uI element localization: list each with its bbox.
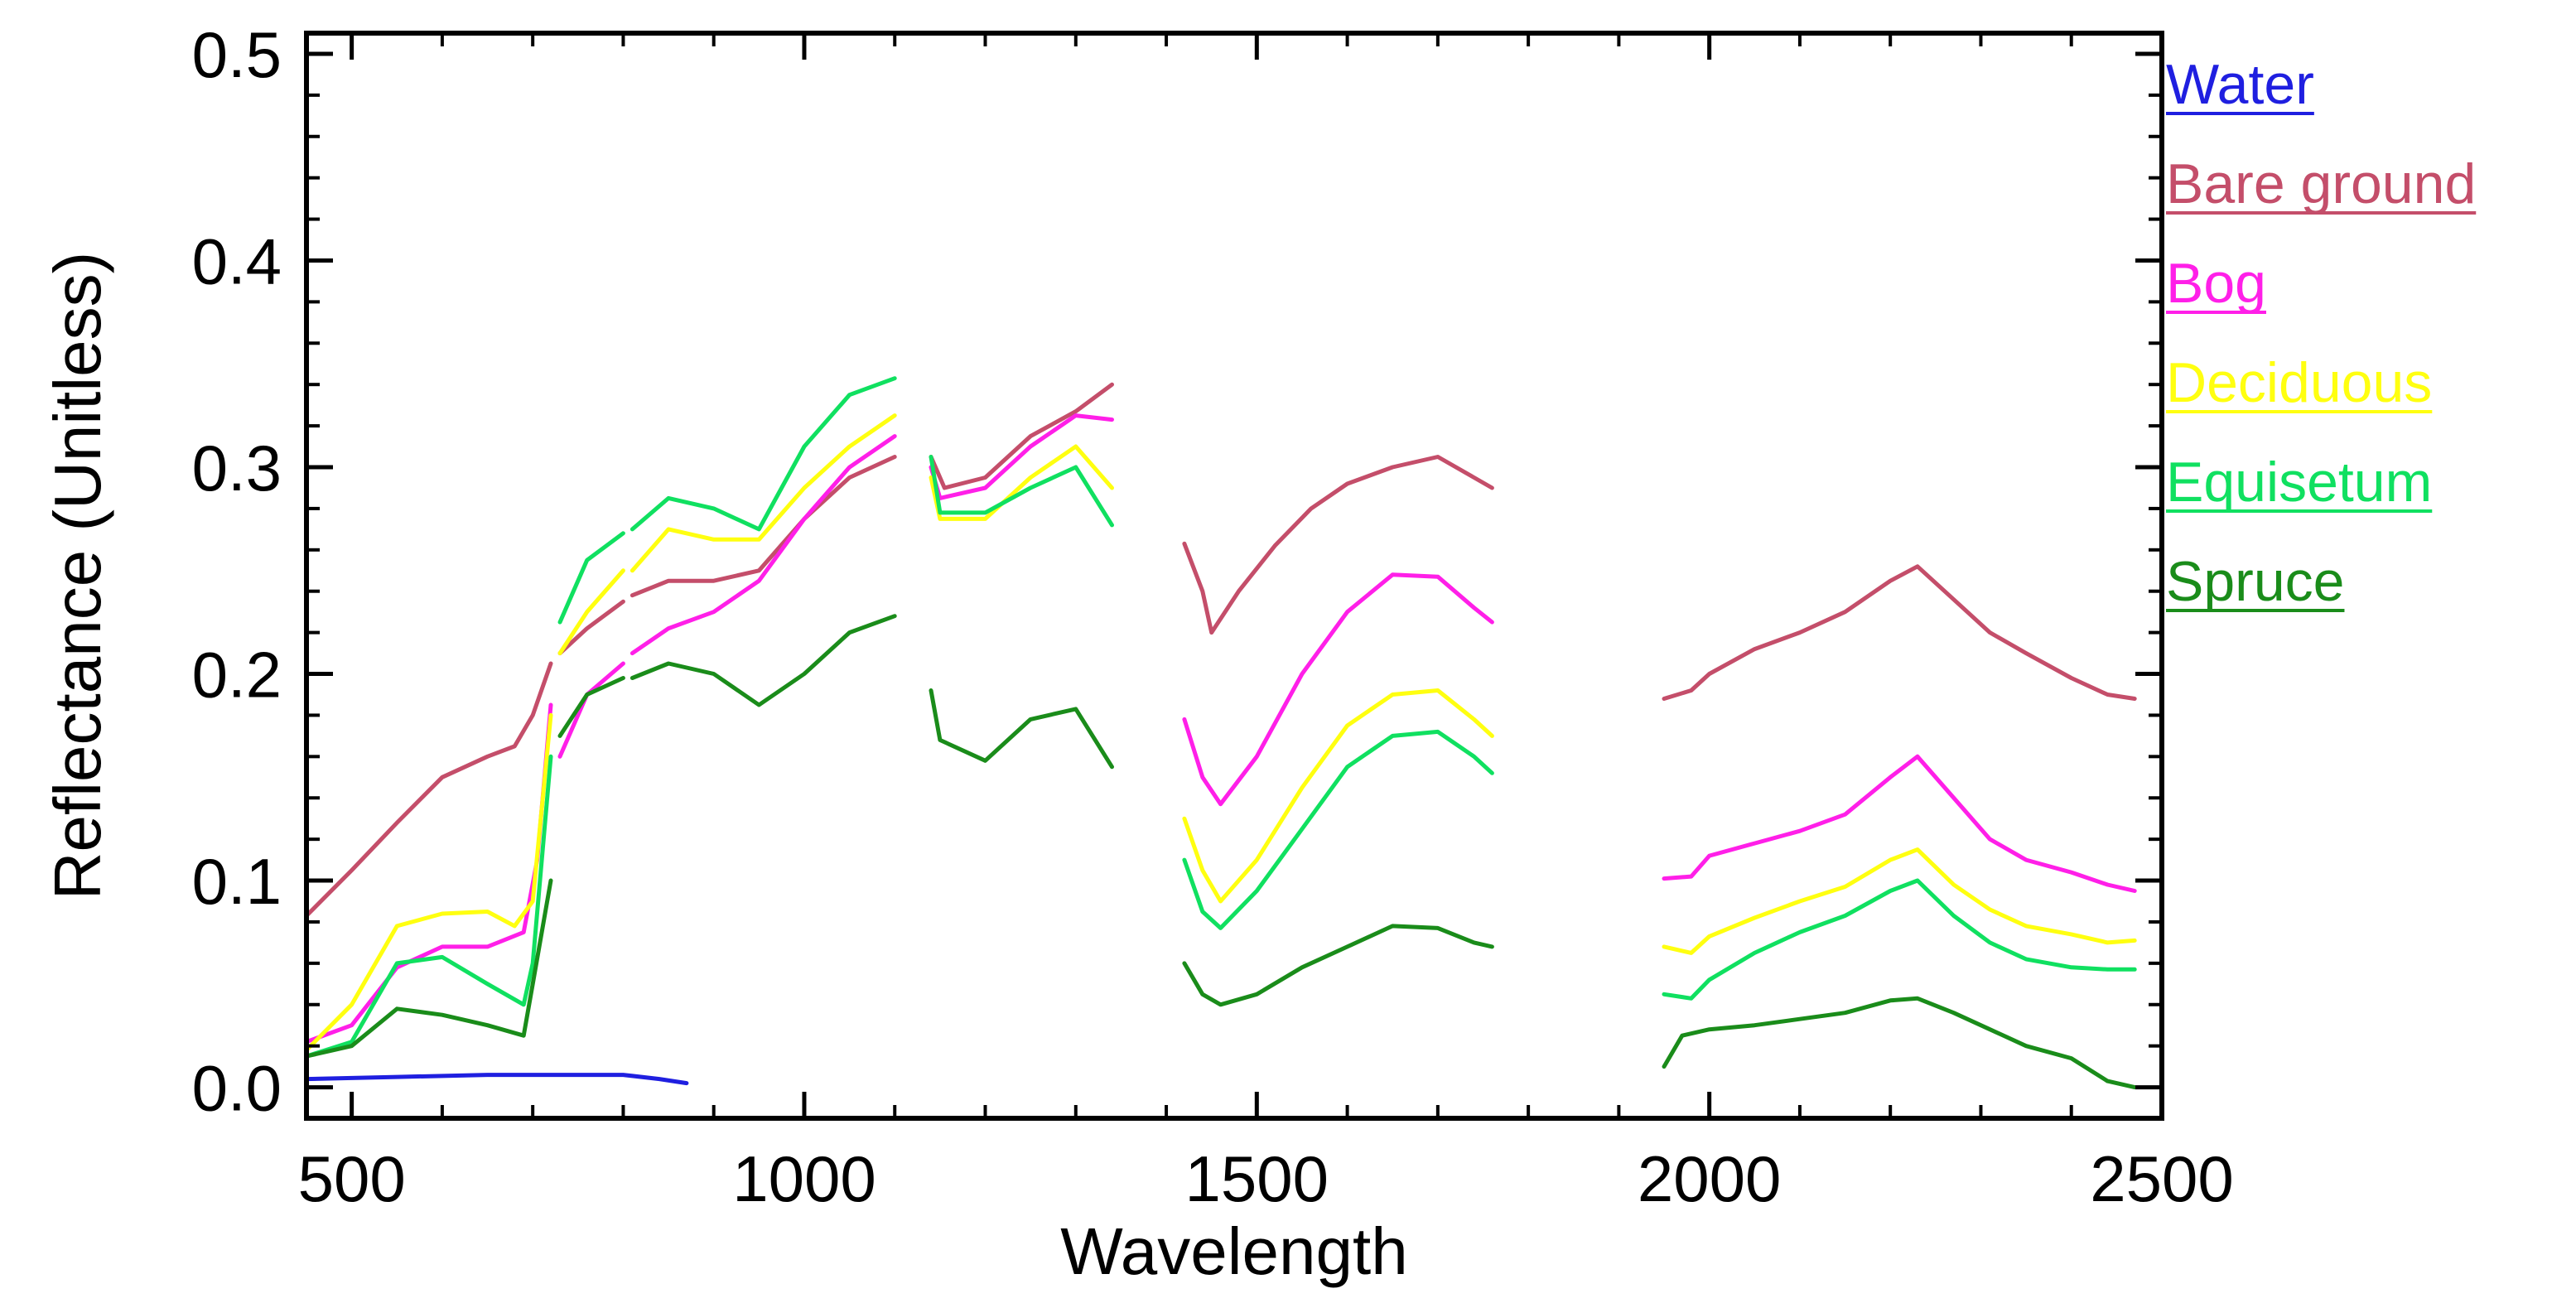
- legend-label: Water: [2166, 53, 2314, 116]
- series-line-segment: [1182, 924, 1494, 1007]
- series-line-segment: [557, 568, 625, 656]
- y-axis-title: Reflectance (Unitless): [41, 252, 114, 900]
- x-axis-title: Wavelength: [1060, 1214, 1408, 1288]
- series-line-segment: [630, 413, 897, 573]
- series-line-segment: [1182, 572, 1494, 807]
- series-bare-ground: [304, 382, 2137, 918]
- series-line-segment: [304, 1073, 689, 1086]
- series-line-segment: [304, 712, 553, 1053]
- legend-label: Equisetum: [2166, 451, 2432, 514]
- x-tick-label: 1000: [732, 1142, 876, 1215]
- y-tick-label: 0.5: [192, 18, 282, 91]
- legend-label: Bare ground: [2166, 152, 2476, 215]
- series-line-segment: [557, 676, 625, 738]
- series-line-segment: [1662, 564, 2137, 701]
- series-line-segment: [557, 531, 625, 625]
- y-tick-label: 0.1: [192, 845, 282, 918]
- y-tick-label: 0.0: [192, 1052, 282, 1125]
- y-axis: 0.0 0.1 0.2 0.3 0.4 0.5: [192, 18, 2162, 1125]
- series-line-segment: [630, 434, 897, 656]
- plot-frame: [304, 31, 2164, 1121]
- series-line-segment: [1182, 455, 1494, 635]
- legend-label: Deciduous: [2166, 351, 2432, 414]
- x-tick-label: 2500: [2090, 1142, 2234, 1215]
- legend-label: Spruce: [2166, 550, 2344, 613]
- series-line-segment: [929, 382, 1114, 490]
- series-line-segment: [304, 702, 553, 1045]
- plot-area: [304, 31, 2164, 1121]
- series-line-segment: [1662, 754, 2137, 893]
- series-line-segment: [1662, 878, 2137, 1001]
- series-line-segment: [630, 376, 897, 532]
- series-line-segment: [929, 455, 1114, 528]
- series-line-segment: [304, 878, 553, 1059]
- legend-label: Bog: [2166, 252, 2266, 315]
- series-line-segment: [1662, 847, 2137, 955]
- series-line-segment: [304, 661, 553, 918]
- series-layer: [304, 376, 2137, 1090]
- series-equisetum: [304, 376, 2137, 1059]
- series-line-segment: [1182, 688, 1494, 904]
- series-line-segment: [1182, 729, 1494, 930]
- series-line-segment: [929, 688, 1114, 770]
- series-line-segment: [630, 455, 897, 598]
- series-water: [304, 1073, 689, 1086]
- x-tick-label: 500: [298, 1142, 406, 1215]
- y-tick-label: 0.3: [192, 432, 282, 504]
- series-deciduous: [304, 413, 2137, 1053]
- series-bog: [304, 413, 2137, 1045]
- x-axis: 500 1000 1500 2000 2500: [298, 33, 2234, 1215]
- series-line-segment: [304, 754, 553, 1059]
- y-tick-label: 0.4: [192, 224, 282, 297]
- series-line-segment: [557, 661, 625, 759]
- series-spruce: [304, 614, 2137, 1090]
- y-tick-label: 0.2: [192, 639, 282, 712]
- series-line-segment: [557, 599, 625, 656]
- legend: Water Bare ground Bog Deciduous Equisetum Spr…: [2166, 53, 2477, 613]
- series-line-segment: [630, 614, 897, 707]
- x-tick-label: 2000: [1638, 1142, 1782, 1215]
- series-line-segment: [1662, 996, 2137, 1090]
- x-tick-label: 1500: [1185, 1142, 1329, 1215]
